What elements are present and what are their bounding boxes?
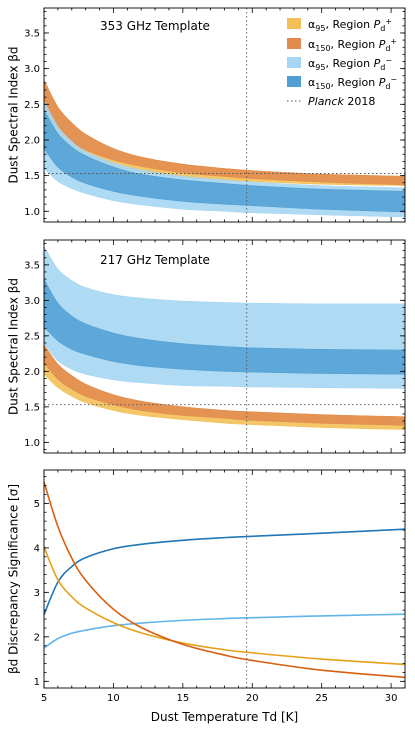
band-4 <box>44 278 405 375</box>
series-line-2 <box>44 613 405 649</box>
legend-label-2: α150, Region Pd+ <box>308 37 397 53</box>
panel-title-217ghz: 217 GHz Template <box>100 253 210 267</box>
legend-swatch-2 <box>287 38 301 49</box>
y-tick-label: 3.0 <box>24 296 40 307</box>
panel-353ghz: 1.0 1.5 2.0 2.5 3.0 3.5 353 GHz Template Dust… <box>7 7 406 223</box>
xlabel-temperature: Dust Temperature Td [K] <box>151 710 298 724</box>
y-tick-label: 3.5 <box>24 28 40 39</box>
ylabel-217ghz: Dust Spectral Index βd <box>7 278 21 415</box>
series-line-1 <box>44 528 405 615</box>
y-tick-label: 2.0 <box>24 367 40 378</box>
y-tick-label: 1.0 <box>24 438 40 449</box>
ylabel-discrepancy: βd Discrepancy Significance [σ] <box>7 484 21 674</box>
y-tick-label: 5 <box>34 499 40 510</box>
planck-reference-lines-217ghz <box>44 240 405 453</box>
legend-label-4: α150, Region Pd− <box>308 75 397 91</box>
y-tick-label: 1.0 <box>24 207 40 218</box>
ticks-353ghz: 1.0 1.5 2.0 2.5 3.0 3.5 <box>24 8 406 222</box>
y-tick-label: 4 <box>34 543 40 554</box>
ylabel-353ghz: Dust Spectral Index βd <box>7 46 21 183</box>
x-tick-label: 10 <box>107 693 120 704</box>
panel-title-353ghz: 353 GHz Template <box>100 19 210 33</box>
ticks-discrepancy: 1 2 3 4 5 5 10 15 20 25 30 <box>34 470 406 704</box>
x-tick-label: 15 <box>176 693 189 704</box>
y-tick-label: 3.5 <box>24 260 40 271</box>
y-tick-label: 1.5 <box>24 402 40 413</box>
band-2 <box>44 343 405 426</box>
y-tick-label: 1 <box>34 677 40 688</box>
panel-217ghz: 1.0 1.5 2.0 2.5 3.0 3.5 217 GHz Template Dust… <box>7 239 406 454</box>
y-tick-label: 1.5 <box>24 171 40 182</box>
legend-swatch-3 <box>287 57 301 68</box>
legend-swatch-1 <box>287 18 301 29</box>
y-tick-label: 2.5 <box>24 331 40 342</box>
legend: α95, Region Pd+ α150, Region Pd+ α95, Re… <box>287 17 397 108</box>
band-2 <box>44 79 405 186</box>
legend-label-planck: Planck 2018 <box>308 95 375 108</box>
y-tick-label: 3.0 <box>24 64 40 75</box>
legend-label-1: α95, Region Pd+ <box>308 17 392 33</box>
panel-discrepancy: 1 2 3 4 5 5 10 15 20 25 30 βd Discrepancy Signific… <box>7 469 406 724</box>
band-4 <box>44 109 405 213</box>
legend-swatch-4 <box>287 76 301 87</box>
y-tick-label: 3 <box>34 588 40 599</box>
lines-discrepancy <box>44 481 405 679</box>
x-tick-label: 30 <box>385 693 398 704</box>
bands-353ghz <box>44 79 405 218</box>
series-line-3 <box>44 546 405 666</box>
x-tick-label: 20 <box>246 693 259 704</box>
y-tick-label: 2.0 <box>24 135 40 146</box>
legend-label-3: α95, Region Pd− <box>308 56 392 72</box>
ticks-217ghz: 1.0 1.5 2.0 2.5 3.0 3.5 <box>24 240 406 453</box>
series-line-4 <box>44 481 405 679</box>
bands-217ghz <box>44 245 405 430</box>
y-tick-label: 2.5 <box>24 100 40 111</box>
x-tick-label: 25 <box>315 693 328 704</box>
y-tick-label: 2 <box>34 632 40 643</box>
x-tick-label: 5 <box>41 693 47 704</box>
planck-reference-lines-353ghz <box>44 8 405 222</box>
